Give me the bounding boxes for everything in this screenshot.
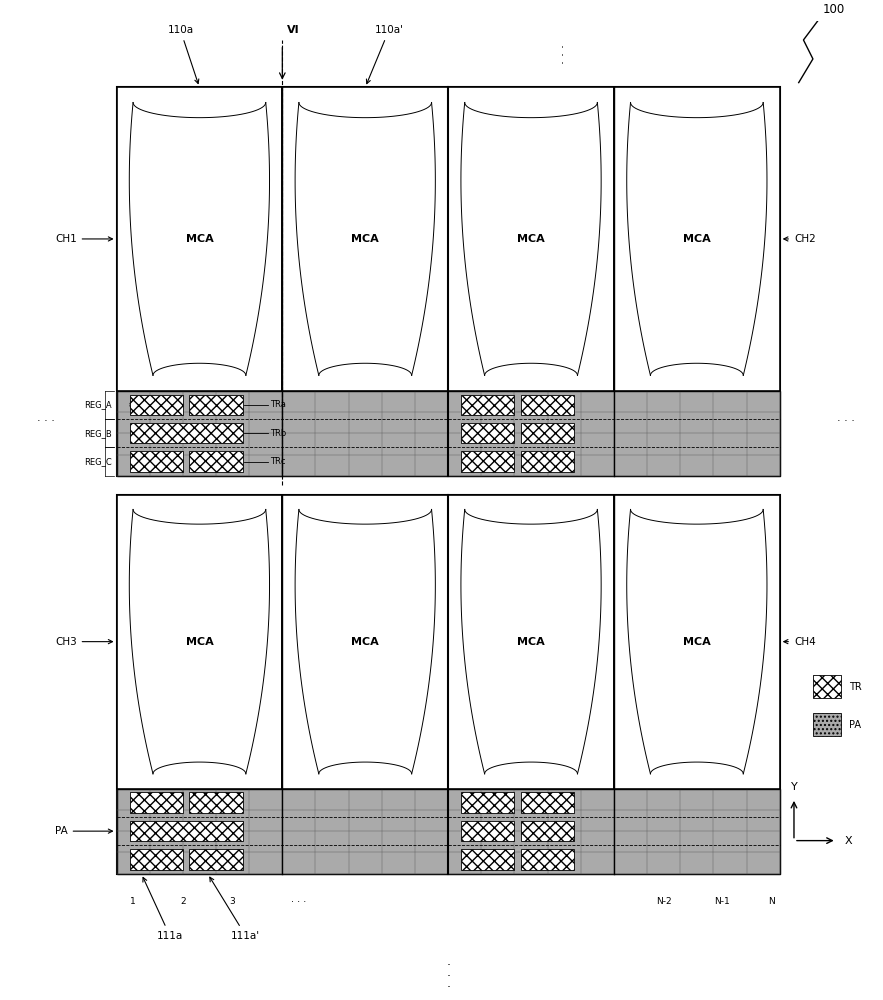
Bar (130, 451, 183, 472)
Text: ·
·
·: · · · (446, 959, 450, 994)
Text: 1: 1 (130, 897, 136, 906)
Text: 111a': 111a' (210, 877, 260, 941)
Bar (130, 849, 183, 870)
Bar (130, 821, 243, 841)
Bar (462, 792, 515, 813)
Text: TRa: TRa (270, 400, 286, 409)
Text: MCA: MCA (185, 234, 214, 244)
Bar (521, 849, 574, 870)
Text: TRb: TRb (270, 429, 286, 438)
Bar (521, 395, 574, 415)
Text: · · ·: · · · (558, 44, 570, 64)
Bar (117, 495, 780, 874)
Bar (190, 451, 243, 472)
Bar (117, 87, 283, 391)
Text: CH2: CH2 (784, 234, 816, 244)
Text: MCA: MCA (683, 234, 711, 244)
Bar (190, 395, 243, 415)
Text: PA: PA (849, 720, 861, 730)
Bar (130, 792, 183, 813)
Text: REG_A: REG_A (84, 400, 112, 409)
Text: 2: 2 (180, 897, 185, 906)
Text: TR: TR (849, 682, 862, 692)
Bar (117, 87, 780, 476)
Text: Y: Y (790, 782, 797, 792)
Bar (117, 789, 780, 874)
Bar (462, 821, 515, 841)
Bar (130, 423, 243, 443)
Text: MCA: MCA (517, 234, 545, 244)
Bar (521, 792, 574, 813)
Bar (190, 792, 243, 813)
Text: · · ·: · · · (36, 416, 55, 426)
Text: MCA: MCA (517, 637, 545, 647)
Text: N: N (768, 897, 775, 906)
Text: 111a: 111a (143, 877, 183, 941)
Bar (462, 451, 515, 472)
Text: 100: 100 (822, 3, 845, 16)
Text: N-1: N-1 (713, 897, 729, 906)
Text: MCA: MCA (683, 637, 711, 647)
Text: X: X (844, 836, 852, 846)
Text: CH3: CH3 (55, 637, 112, 647)
Bar (521, 423, 574, 443)
Bar (614, 495, 780, 789)
Text: · · ·: · · · (837, 416, 855, 426)
Bar (521, 451, 574, 472)
Text: VP: VP (132, 428, 142, 437)
Text: N-2: N-2 (656, 897, 671, 906)
Text: MCA: MCA (351, 234, 379, 244)
Bar (462, 423, 515, 443)
Bar (117, 495, 283, 789)
Text: CH4: CH4 (784, 637, 816, 647)
Bar (813, 675, 841, 698)
Text: 110a: 110a (168, 25, 199, 84)
Text: MCA: MCA (185, 637, 214, 647)
Bar (462, 849, 515, 870)
Bar (521, 821, 574, 841)
Bar (117, 391, 780, 476)
Text: VI: VI (287, 25, 299, 35)
Bar (283, 87, 449, 391)
Text: 3: 3 (230, 897, 236, 906)
Text: REG_B: REG_B (84, 429, 112, 438)
Text: CH1: CH1 (55, 234, 112, 244)
Text: TRc: TRc (270, 457, 285, 466)
Bar (190, 849, 243, 870)
Bar (130, 395, 183, 415)
Bar (449, 87, 614, 391)
Text: PA: PA (55, 826, 112, 836)
Text: 110a': 110a' (366, 25, 404, 84)
Bar (614, 87, 780, 391)
Bar (462, 395, 515, 415)
Bar (449, 495, 614, 789)
Text: · · ·: · · · (291, 897, 306, 907)
Text: MCA: MCA (351, 637, 379, 647)
Bar (813, 713, 841, 736)
Bar (283, 495, 449, 789)
Text: REG_C: REG_C (84, 457, 112, 466)
